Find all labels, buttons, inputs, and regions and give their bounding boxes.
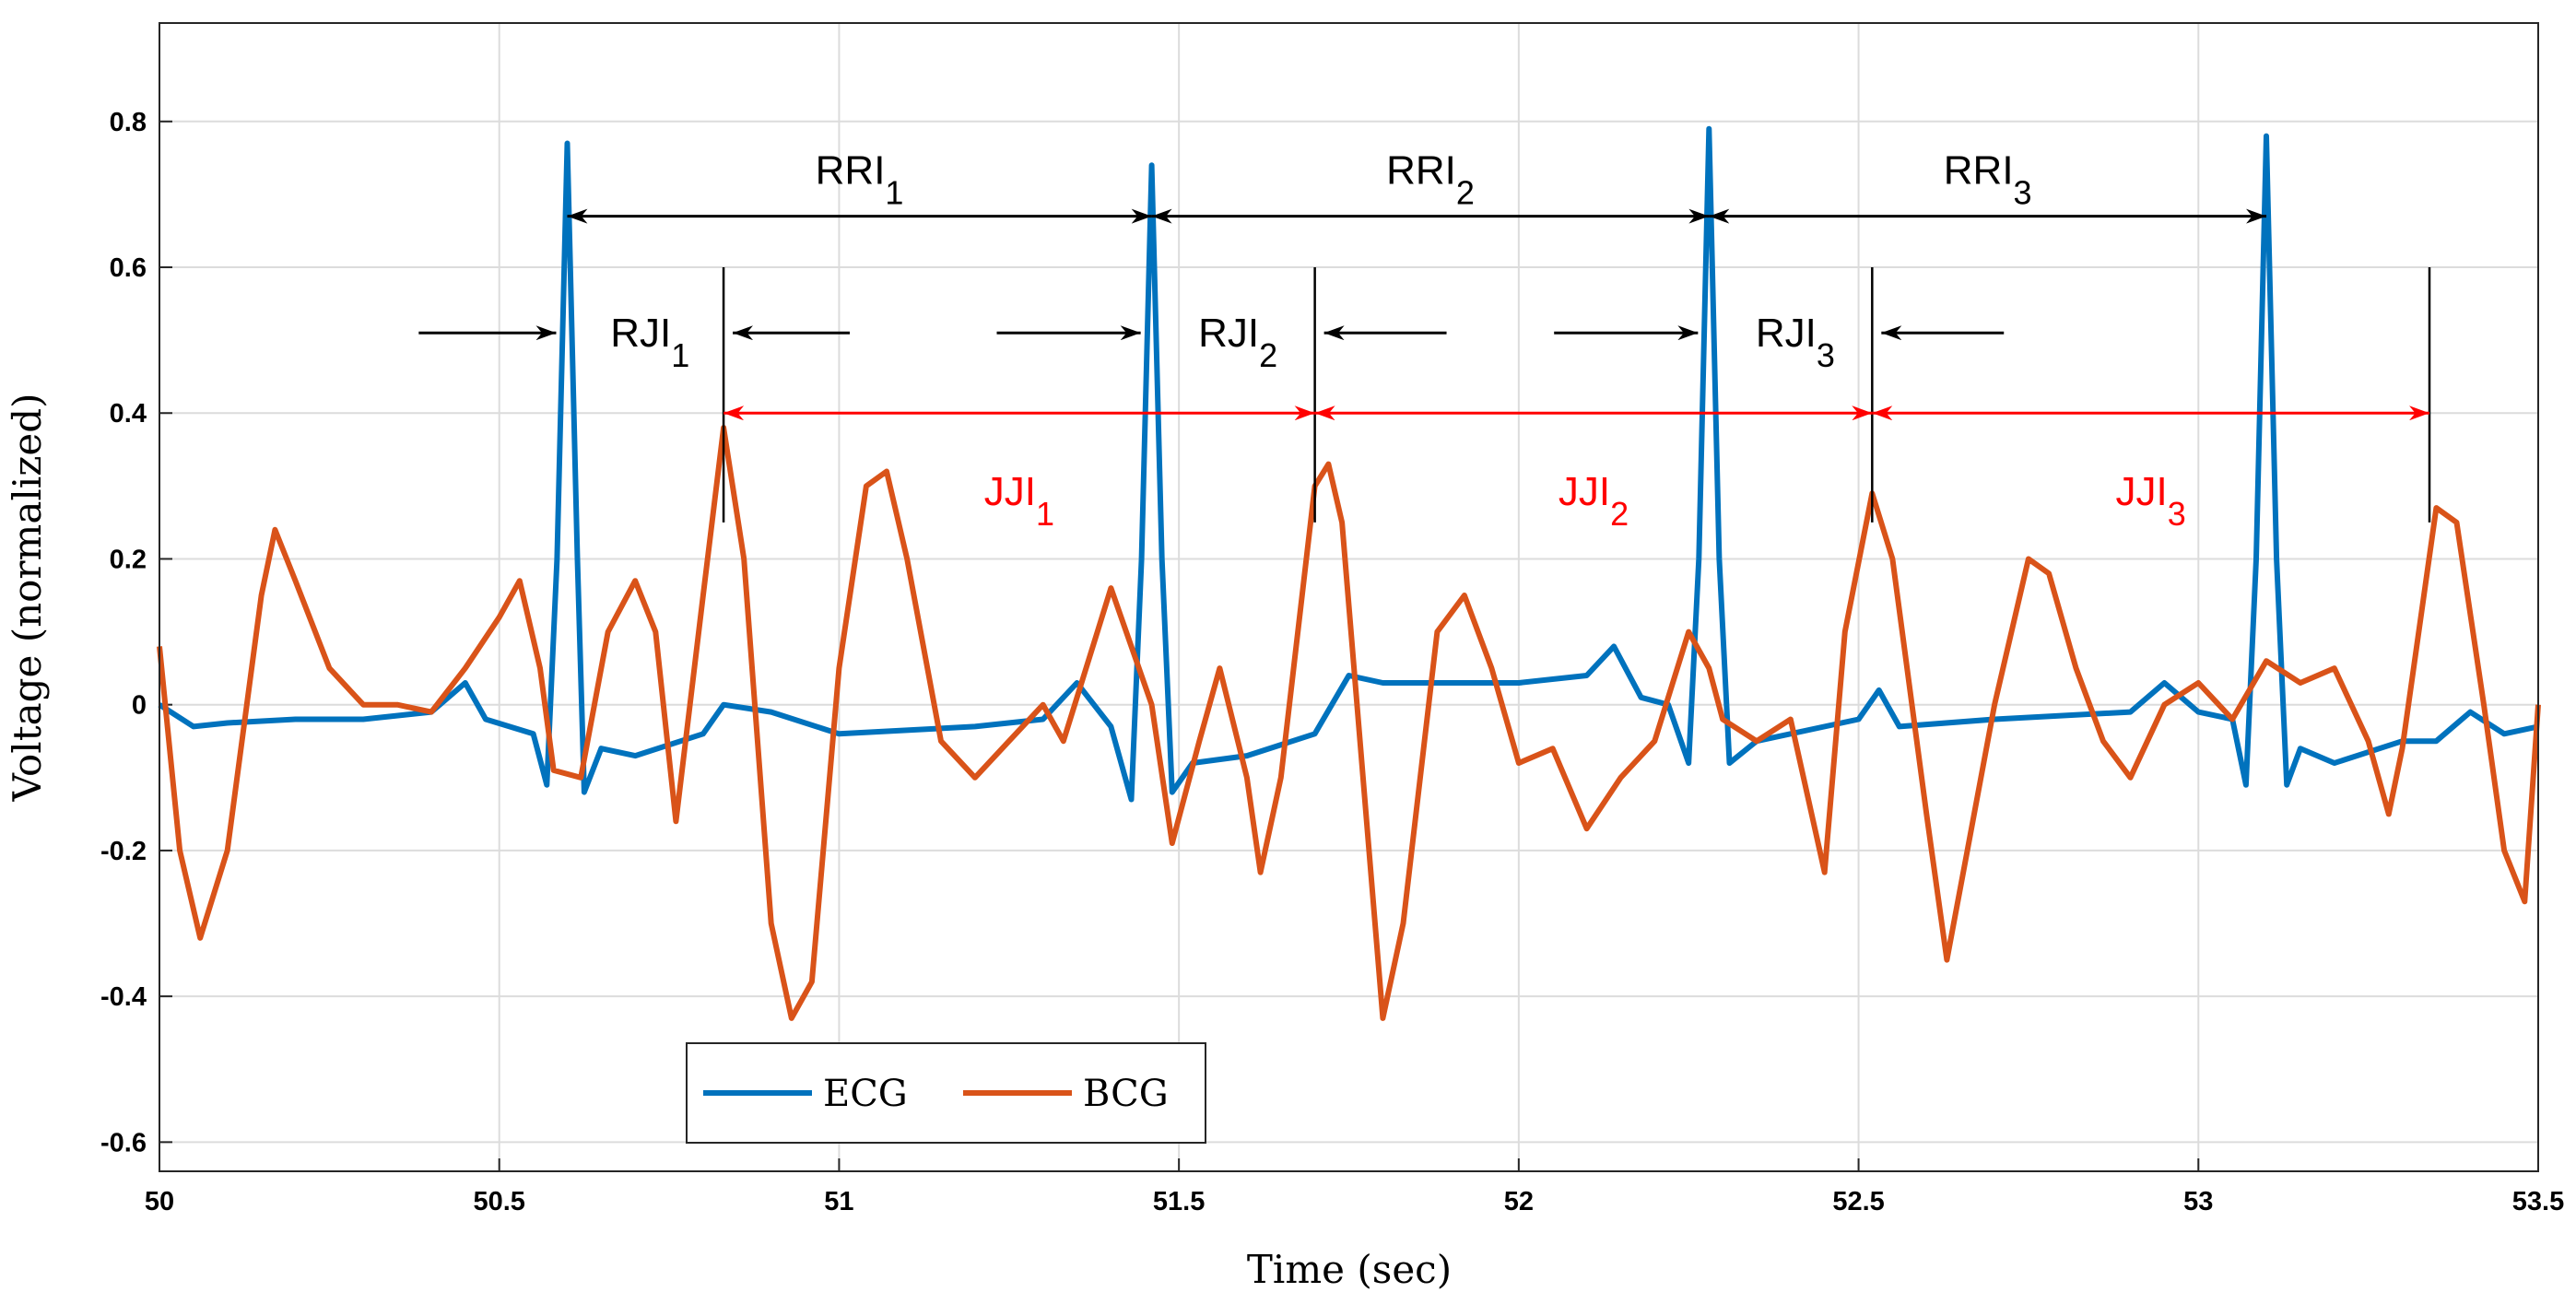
y-tick-label: 0.8	[110, 108, 147, 137]
interval-label-main: RRI	[816, 148, 886, 194]
interval-label-main: RJI	[1198, 311, 1259, 356]
y-tick-label: 0.6	[110, 253, 147, 283]
data-line	[157, 425, 2541, 1021]
x-tick-label: 50	[145, 1187, 174, 1216]
x-tick-label: 51.5	[1153, 1187, 1205, 1216]
interval-label: RJI1	[610, 311, 689, 374]
interval-label-main: RRI	[1944, 148, 2014, 194]
x-tick-label: 52.5	[1832, 1187, 1884, 1216]
interval-label-sub: 3	[2014, 174, 2032, 212]
legend-label: BCG	[1083, 1073, 1169, 1115]
y-tick-label: -0.6	[100, 1128, 147, 1157]
x-tick-label: 50.5	[473, 1187, 524, 1216]
interval-label: JJI2	[1559, 469, 1629, 533]
y-tick-label: 0.2	[110, 545, 147, 574]
x-tick-label: 52	[1504, 1187, 1534, 1216]
x-tick-label: 53.5	[2512, 1187, 2564, 1216]
interval-label-main: JJI	[2116, 469, 2168, 514]
y-tick-label: 0	[132, 691, 147, 721]
data-line	[158, 125, 2539, 803]
y-tick-label: -0.2	[100, 837, 147, 866]
interval-label: RJI3	[1756, 311, 1835, 374]
x-tick-label: 53	[2183, 1187, 2213, 1216]
interval-label: RJI2	[1198, 311, 1277, 374]
interval-label-sub: 2	[1610, 495, 1629, 533]
x-tick-label: 51	[824, 1187, 853, 1216]
y-tick-label: 0.4	[110, 399, 147, 429]
legend-label: ECG	[823, 1073, 908, 1115]
interval-label-sub: 2	[1456, 174, 1475, 212]
interval-label-main: JJI	[984, 469, 1036, 514]
interval-label-main: RJI	[610, 311, 671, 356]
interval-label-main: JJI	[1559, 469, 1610, 514]
interval-label-sub: 1	[885, 174, 903, 212]
axes-frame	[159, 22, 2539, 1172]
interval-label-sub: 1	[1036, 495, 1054, 533]
interval-label-main: RRI	[1386, 148, 1456, 194]
interval-label-main: RJI	[1756, 311, 1817, 356]
interval-label-sub: 1	[671, 336, 689, 374]
interval-label: JJI1	[984, 469, 1054, 533]
interval-label: RRI3	[1944, 148, 2032, 212]
interval-label-sub: 3	[1817, 336, 1835, 374]
interval-label: RRI2	[1386, 148, 1475, 212]
y-axis-label: Voltage (normalized)	[5, 394, 50, 803]
interval-label-sub: 2	[1259, 336, 1277, 374]
interval-label-sub: 3	[2168, 495, 2186, 533]
interval-label: JJI3	[2116, 469, 2186, 533]
y-tick-label: -0.4	[100, 982, 147, 1012]
interval-label: RRI1	[816, 148, 904, 212]
x-axis-label: Time (sec)	[1247, 1247, 1452, 1292]
